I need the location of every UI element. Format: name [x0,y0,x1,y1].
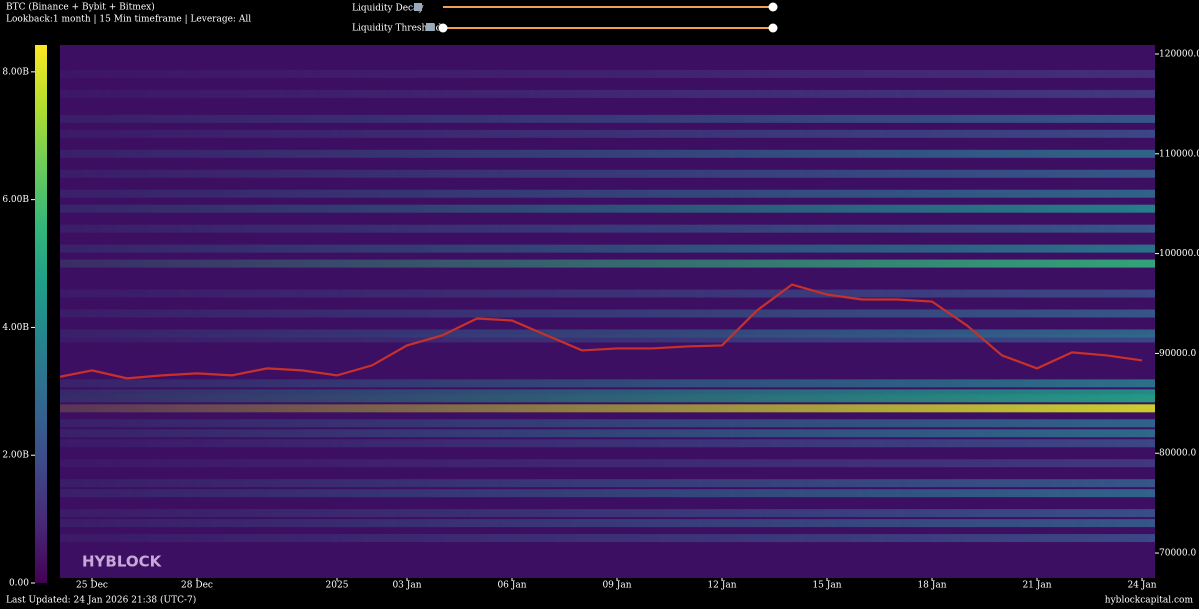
x-tick-label: 18 Jan [917,581,946,591]
y-tick-label: 110000.0 [1159,149,1199,159]
heat-band [60,69,1155,78]
heat-band [60,534,1155,543]
heat-band [60,114,1155,123]
x-tick-label: 25 Dec [76,581,108,591]
heat-band [60,289,1155,298]
heat-band [60,459,1155,468]
heat-band [60,259,1155,268]
heat-band [60,509,1155,518]
heat-band [60,224,1155,233]
x-tick-label: 2025 [326,581,349,591]
footer-site: hyblockcapital.com [1105,596,1194,606]
footer-updated: Last Updated: 24 Jan 2026 21:38 (UTC-7) [6,595,196,606]
x-tick-label: 12 Jan [707,581,736,591]
threshold-slider-handle[interactable] [768,23,778,33]
heat-band [60,169,1155,178]
y-tick-label: 100000.0 [1159,249,1199,259]
heat-band [60,479,1155,488]
subtitle: Lookback:1 month | 15 Min timeframe | Le… [6,15,251,25]
price-layer [60,283,1143,380]
y-tick-label: 90000.0 [1159,349,1196,359]
price-line [60,283,1143,380]
y-tick-label: 80000.0 [1159,449,1196,459]
x-tick-label: 21 Jan [1022,581,1051,591]
colorbar-tick-label: 4.00B [2,323,29,333]
y-tick-label: 70000.0 [1159,549,1196,559]
colorbar-tick-label: 6.00B [2,195,29,205]
heat-band [60,519,1155,528]
heatmap [60,69,1155,543]
heat-band [60,379,1155,388]
heat-band [60,489,1155,498]
x-tick-label: 28 Dec [181,581,213,591]
heat-band [60,244,1155,253]
colorbar-tick-label: 2.00B [2,451,29,461]
decay-slider-handle[interactable] [768,2,778,12]
x-tick-label: 06 Jan [497,581,526,591]
heat-band [60,129,1155,138]
heat-band [60,329,1155,338]
heat-band [60,404,1155,413]
heat-band [60,189,1155,198]
x-tick-label: 24 Jan [1127,581,1156,591]
threshold-label: Liquidity Threshold [352,24,442,34]
heat-band [60,389,1155,398]
heat-band [60,309,1155,318]
y-tick-label: 120000.0 [1159,49,1199,59]
icon [426,23,434,31]
heat-band [60,394,1155,403]
heat-band [60,149,1155,158]
colorbar [35,45,47,583]
threshold-slider-handle[interactable] [438,23,448,33]
colorbar-tick-label: 0.00 [9,579,29,589]
heat-band [60,334,1155,343]
heat-band [60,89,1155,98]
watermark: HYBLOCK [82,553,163,571]
heat-band [60,429,1155,438]
icon [414,3,422,11]
x-tick-label: 15 Jan [812,581,841,591]
title: BTC (Binance + Bybit + Bitmex) [6,2,155,13]
heat-band [60,419,1155,428]
heat-band [60,204,1155,213]
heat-band [60,439,1155,448]
decay-label: Liquidity Decay [352,4,424,14]
colorbar-tick-label: 8.00B [2,67,29,77]
x-tick-label: 03 Jan [392,581,421,591]
x-tick-label: 09 Jan [602,581,631,591]
